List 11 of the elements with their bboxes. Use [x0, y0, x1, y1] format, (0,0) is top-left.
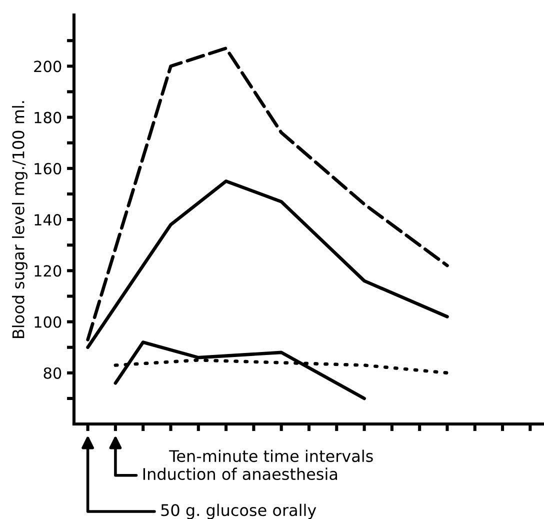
y-axis-title: Blood sugar level mg./100 ml.	[12, 101, 28, 338]
y-tick-label: 120	[34, 265, 62, 277]
text: Induction of anaesthesia	[143, 468, 338, 480]
y-tick-label: 80	[44, 367, 62, 379]
y-tick-label: 200	[34, 60, 62, 72]
y-tick-label: 140	[34, 214, 62, 226]
x-axis-title: Ten-minute time intervals	[169, 450, 373, 462]
y-tick-label: 100	[34, 316, 62, 328]
text: 50 g. glucose orally	[161, 504, 316, 519]
y-tick-label: 180	[34, 112, 62, 124]
y-tick-label: 160	[34, 162, 62, 174]
